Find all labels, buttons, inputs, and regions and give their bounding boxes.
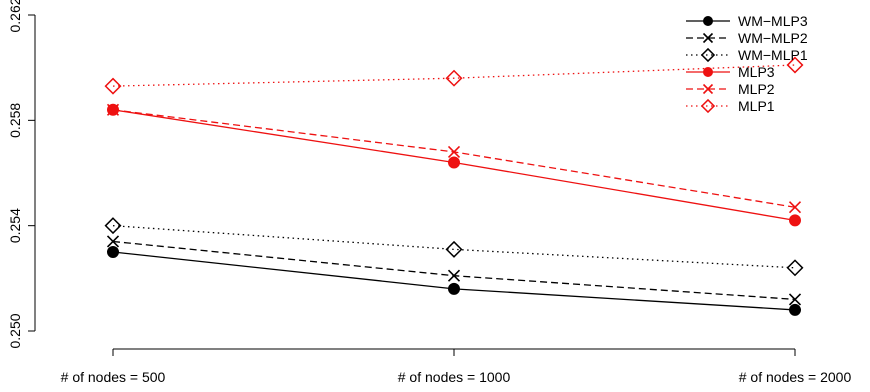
legend-marker: [703, 67, 713, 77]
y-tick-label: 0.250: [7, 313, 23, 348]
legend-label: WM−MLP3: [738, 13, 808, 29]
series-line-5: [112, 64, 796, 87]
legend-label: MLP3: [738, 64, 775, 80]
series-line-0: [112, 251, 796, 311]
data-point-0-0: [107, 246, 119, 258]
data-point-5-2: [786, 56, 804, 74]
data-point-1-0: [106, 235, 120, 248]
legend-marker: [700, 98, 716, 114]
y-axis-ticks: 0.250 0.254 0.258 0.262: [7, 0, 35, 349]
data-point-3-2: [789, 214, 801, 227]
legend-marker: [702, 83, 714, 95]
legend-marker: [702, 32, 714, 44]
y-tick-label: 0.262: [7, 0, 23, 33]
series-line-2: [112, 225, 796, 269]
legend-item: WM−MLP2: [686, 30, 808, 46]
legend-label: WM−MLP1: [738, 47, 808, 63]
legend-label: WM−MLP2: [738, 30, 808, 46]
axes: # of nodes = 500 # of nodes = 1000 # of no…: [7, 0, 851, 385]
y-tick-label: 0.254: [7, 208, 23, 243]
legend-item: WM−MLP1: [686, 47, 808, 63]
data-point-5-0: [104, 77, 122, 95]
legend-label: MLP1: [738, 98, 775, 114]
data-point-5-1: [445, 69, 463, 87]
series-markers: [104, 56, 804, 316]
data-point-1-1: [447, 269, 461, 282]
data-point-4-1: [447, 145, 461, 158]
x-tick-label: # of nodes = 500: [61, 369, 166, 385]
series-lines: [112, 64, 796, 311]
data-point-2-1: [445, 240, 463, 258]
data-point-1-2: [788, 293, 802, 306]
data-point-2-0: [104, 217, 122, 235]
data-point-4-0: [106, 103, 120, 116]
data-point-2-2: [786, 259, 804, 277]
y-tick-label: 0.258: [7, 103, 23, 138]
x-tick-label: # of nodes = 2000: [739, 369, 852, 385]
legend-item: MLP2: [686, 81, 775, 97]
data-point-0-1: [448, 282, 460, 295]
data-point-3-1: [448, 156, 460, 169]
legend-item: WM−MLP3: [686, 13, 808, 29]
data-point-4-2: [788, 201, 802, 214]
legend-marker: [703, 16, 713, 26]
data-point-0-2: [789, 303, 801, 316]
x-tick-label: # of nodes = 1000: [398, 369, 511, 385]
x-axis-ticks: # of nodes = 500 # of nodes = 1000 # of no…: [61, 349, 852, 385]
legend-label: MLP2: [738, 81, 775, 97]
legend-marker: [700, 47, 716, 63]
legend-item: MLP3: [686, 64, 775, 80]
legend-item: MLP1: [686, 98, 775, 114]
